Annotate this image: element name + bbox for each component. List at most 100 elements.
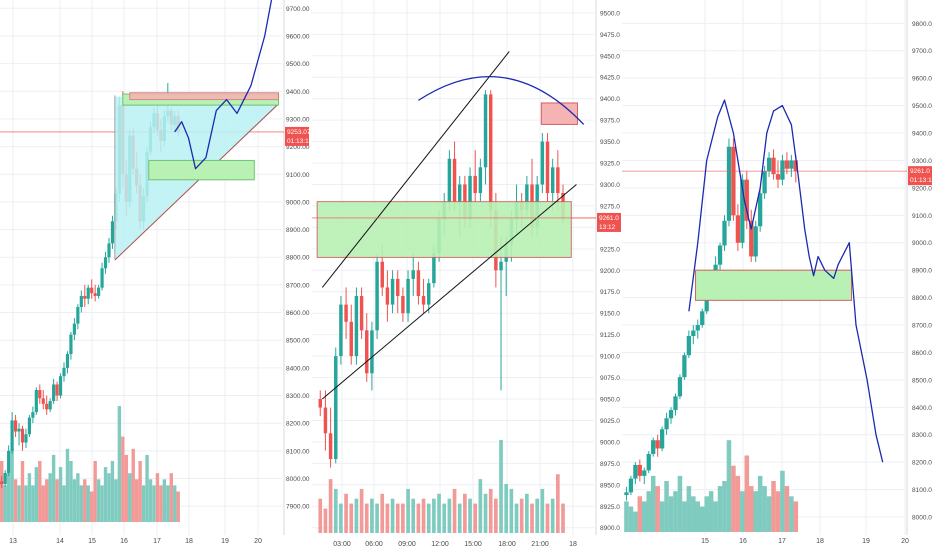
volume-bar xyxy=(483,493,488,533)
candle-body xyxy=(550,167,555,194)
volume-bar xyxy=(349,503,354,533)
current-price-label: 9261.0 xyxy=(599,215,619,222)
candle-body xyxy=(100,268,104,288)
bar-countdown-label: 01:13:12 xyxy=(910,177,932,184)
current-price-label: 9253.07 xyxy=(287,129,311,136)
volume-bar xyxy=(556,474,560,533)
time-tick-label: 17 xyxy=(778,538,786,545)
volume-bar xyxy=(45,479,49,522)
candle-body xyxy=(749,220,754,257)
volume-bar xyxy=(659,501,665,532)
volume-bar xyxy=(27,473,32,522)
price-tick-label: 9075.0 xyxy=(600,375,620,382)
volume-bar xyxy=(731,465,736,532)
price-tick-label: 9400.0 xyxy=(600,96,620,103)
volume-bar xyxy=(31,485,35,522)
candle-body xyxy=(83,295,87,299)
candle-body xyxy=(432,253,436,284)
price-tick-label: 9400.0 xyxy=(912,131,932,138)
chart-panel-right[interactable]: 8000.0 8100.0 8200.0 8300.0 8400.0 8500.0 8600… xyxy=(622,0,932,545)
price-tick-label: 8975.0 xyxy=(600,461,620,468)
price-axis[interactable]: 8000.0 8100.0 8200.0 8300.0 8400.0 8500.0 8600… xyxy=(906,0,932,535)
chart-panel-middle[interactable]: 8900.0 8925.0 8950.0 8975.0 9000.0 9025.0 9050… xyxy=(312,0,621,548)
volume-bar xyxy=(339,503,343,533)
volume-bar xyxy=(145,454,149,522)
volume-bar xyxy=(72,479,77,522)
candle-body xyxy=(545,141,550,194)
candle-body xyxy=(488,94,493,211)
time-tick-label: 17 xyxy=(153,538,161,545)
volume-bar xyxy=(370,498,374,533)
time-tick-label: 18:00 xyxy=(498,541,516,548)
candle-body xyxy=(700,311,705,326)
price-tick-label: 9200.00 xyxy=(286,144,310,151)
candle-body xyxy=(483,94,488,168)
volume-bar xyxy=(655,486,660,532)
price-tick-label: 9600.00 xyxy=(286,33,310,40)
candle-body xyxy=(540,141,545,185)
volume-bar xyxy=(155,473,160,522)
volume-bar xyxy=(699,506,705,532)
current-price-tag: 9261.0 13:12 xyxy=(597,212,621,232)
volume-bar xyxy=(421,498,426,533)
volume-bar xyxy=(780,470,785,532)
volume-bar xyxy=(3,485,7,522)
rounded-top-curve xyxy=(418,75,585,125)
time-axis[interactable]: 15 16 17 18 19 20 xyxy=(701,538,909,545)
volume-bar xyxy=(416,503,421,533)
volume-bar xyxy=(624,501,629,532)
volume-bar xyxy=(169,473,173,522)
candle-body xyxy=(62,367,66,377)
volume-bar xyxy=(323,508,328,533)
volume-bar xyxy=(762,486,767,532)
volume-bar xyxy=(550,498,555,533)
volume-bar xyxy=(757,475,763,532)
volume-bar xyxy=(24,485,28,522)
volume-bar xyxy=(668,496,674,532)
candle-body xyxy=(86,287,90,299)
candle-body xyxy=(411,270,415,279)
volume-bar xyxy=(13,479,18,522)
volume-bar xyxy=(162,479,167,522)
volume-bar xyxy=(437,493,441,533)
volume-bar xyxy=(695,501,701,532)
candle-body xyxy=(624,492,629,496)
volume-bar xyxy=(708,491,714,532)
volume-bar xyxy=(561,503,565,533)
price-tick-label: 8700.00 xyxy=(286,282,310,289)
price-tick-label: 9425.0 xyxy=(600,75,620,82)
price-tick-label: 8400.0 xyxy=(912,405,932,412)
volume-bar xyxy=(390,498,395,533)
channel-lower-line xyxy=(322,184,577,400)
candle-body xyxy=(633,464,638,479)
price-tick-label: 8900.0 xyxy=(600,525,620,532)
grid xyxy=(622,0,906,535)
price-axis[interactable]: 7900.00 8000.00 8100.00 8200.00 8300.00 8400.… xyxy=(283,0,310,535)
candle-body xyxy=(673,396,678,411)
volume-bar xyxy=(726,440,732,532)
volume-bar xyxy=(375,503,379,533)
volume-bar xyxy=(176,491,180,522)
volume-bar xyxy=(86,485,90,522)
bar-countdown-label: 01:13:12 xyxy=(287,138,313,145)
time-axis[interactable]: 03:00 06:00 09:00 12:00 15:00 18:00 21:00 18 xyxy=(333,541,577,548)
price-tick-label: 9125.0 xyxy=(600,332,620,339)
candle-body xyxy=(7,450,11,473)
volume-bar xyxy=(713,501,718,532)
time-tick-label: 14 xyxy=(56,538,64,545)
chart-panel-left[interactable]: 7900.00 8000.00 8100.00 8200.00 8300.00 8400.… xyxy=(0,0,313,545)
volume-bar xyxy=(103,467,108,522)
volume-bar xyxy=(141,485,146,522)
volume-bar xyxy=(447,498,452,533)
current-price-tag: 9261.0 01:13:12 xyxy=(908,166,932,186)
price-axis[interactable]: 8900.0 8925.0 8950.0 8975.0 9000.0 9025.0 9050… xyxy=(595,0,620,535)
volume-bar xyxy=(354,498,359,533)
time-tick-label: 19 xyxy=(862,538,870,545)
price-tick-label: 8000.0 xyxy=(912,515,932,522)
volume-bar xyxy=(442,503,447,533)
volume-bar xyxy=(457,503,462,533)
time-axis[interactable]: 13 14 15 16 17 18 19 20 xyxy=(9,538,262,545)
time-tick-label: 16 xyxy=(739,538,747,545)
candle-body xyxy=(38,390,42,399)
